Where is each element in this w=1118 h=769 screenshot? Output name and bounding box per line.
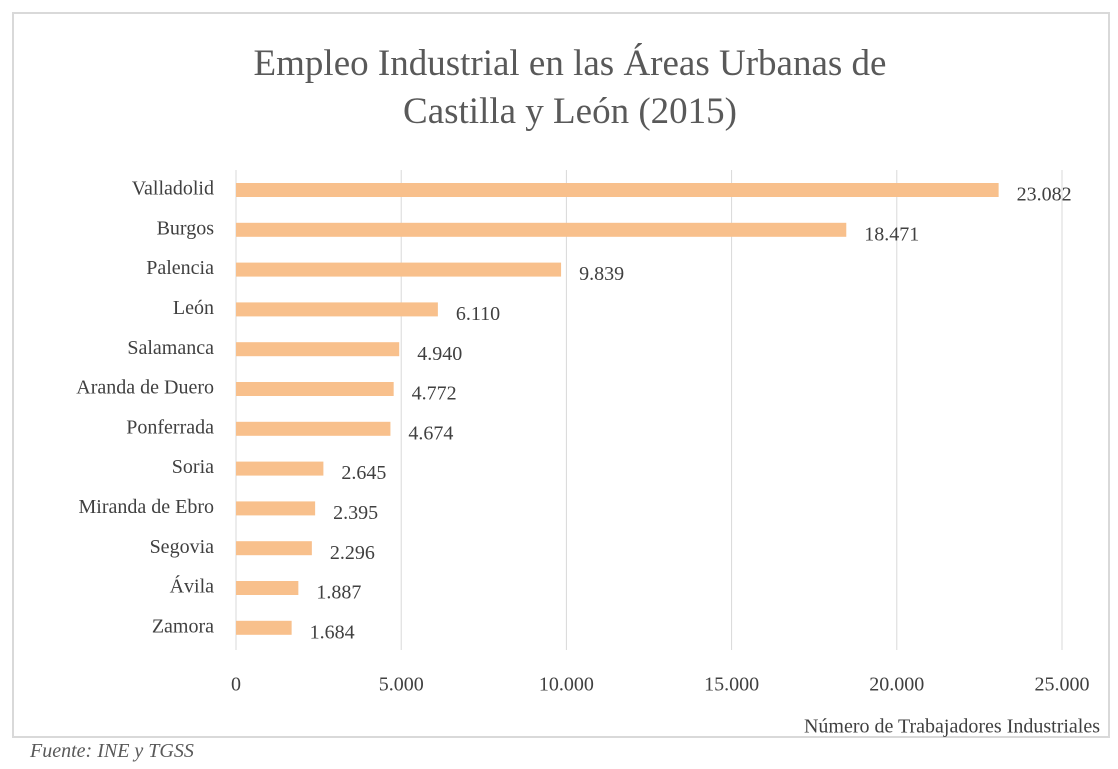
bar: [236, 262, 562, 277]
bar: [236, 541, 312, 556]
value-label: 9.839: [579, 263, 624, 285]
bar: [236, 302, 438, 317]
y-tick-label: Miranda de Ebro: [78, 496, 214, 518]
value-label: 2.645: [341, 462, 386, 484]
value-label: 1.887: [316, 582, 361, 604]
chart-title: Empleo Industrial en las Áreas Urbanas d…: [253, 43, 887, 132]
y-tick-label: Aranda de Duero: [76, 377, 214, 399]
value-label: 4.772: [412, 383, 457, 405]
bar: [236, 222, 847, 237]
value-label: 6.110: [456, 303, 500, 325]
bar: [236, 581, 299, 595]
bar: [236, 501, 316, 516]
bar: [236, 421, 391, 436]
x-tick-label: 15.000: [704, 674, 759, 696]
y-tick-label: Valladolid: [132, 178, 214, 200]
y-tick-label: Ponferrada: [126, 416, 214, 438]
y-tick-label: Segovia: [150, 536, 215, 558]
value-label: 4.674: [408, 422, 453, 444]
bar: [236, 183, 999, 197]
y-tick-label: Soria: [172, 456, 214, 478]
source-note: Fuente: INE y TGSS: [30, 740, 194, 762]
bar: [236, 382, 394, 396]
x-tick-label: 5.000: [379, 674, 424, 696]
bar: [236, 620, 292, 635]
value-label: 4.940: [417, 343, 462, 365]
value-label: 2.395: [333, 502, 378, 524]
x-tick-label: 0: [231, 674, 241, 696]
x-tick-label: 10.000: [539, 674, 594, 696]
x-tick-label: 25.000: [1035, 674, 1090, 696]
y-tick-label: Salamanca: [127, 337, 214, 359]
y-tick-label: Zamora: [152, 615, 214, 637]
y-tick-label: Ávila: [170, 575, 215, 598]
x-tick-label: 20.000: [869, 674, 924, 696]
x-axis-label: Número de Trabajadores Industriales: [804, 716, 1100, 738]
bar: [236, 342, 400, 357]
value-label: 1.684: [310, 621, 355, 643]
chart-frame: [12, 12, 1110, 738]
bar: [236, 461, 324, 476]
y-tick-label: León: [173, 297, 214, 319]
value-label: 2.296: [330, 542, 375, 564]
value-label: 18.471: [864, 223, 919, 245]
value-label: 23.082: [1017, 184, 1072, 206]
y-tick-label: Palencia: [146, 257, 214, 279]
y-tick-label: Burgos: [157, 217, 215, 239]
